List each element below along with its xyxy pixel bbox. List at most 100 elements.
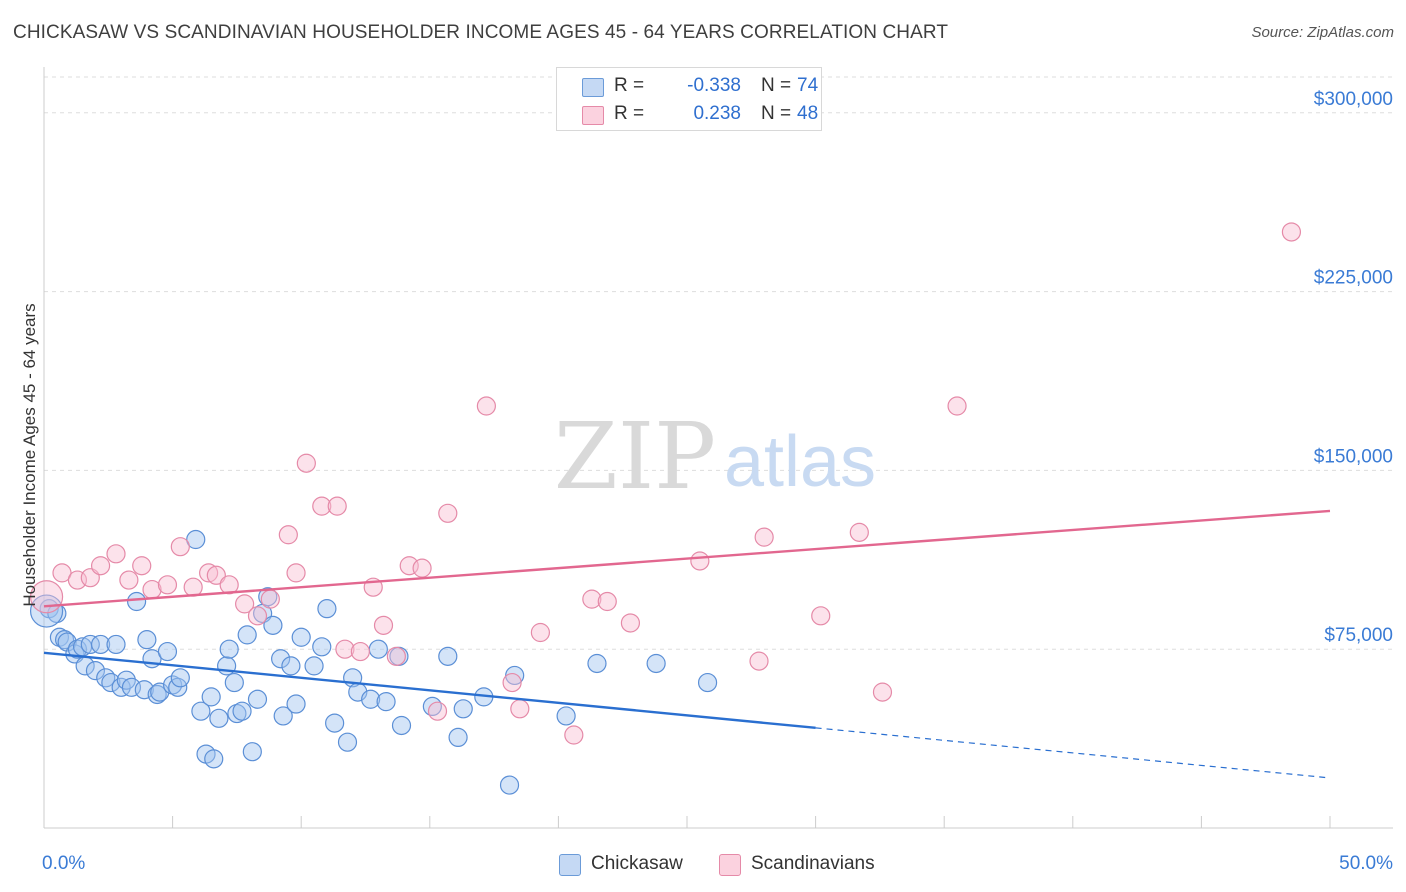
- n-value: 48: [797, 103, 819, 124]
- r-label: R =: [614, 103, 645, 124]
- legend-label-chickasaw: Chickasaw: [591, 853, 683, 874]
- point-scandinavians: [132, 556, 152, 576]
- gridlines: [44, 76, 1393, 650]
- point-chickasaw: [453, 699, 473, 719]
- point-chickasaw: [237, 625, 257, 645]
- point-scandinavians: [502, 672, 522, 693]
- y-axis-label: Householder Income Ages 45 - 64 years: [20, 303, 39, 606]
- point-chickasaw: [67, 639, 88, 659]
- point-chickasaw: [204, 749, 224, 769]
- point-scandinavians: [286, 563, 306, 583]
- point-chickasaw: [163, 675, 183, 695]
- point-chickasaw: [499, 775, 520, 795]
- point-scandinavians: [312, 496, 332, 516]
- point-chickasaw: [137, 630, 157, 650]
- point-scandinavians: [510, 699, 530, 719]
- point-chickasaw: [391, 715, 412, 736]
- point-scandinavians: [260, 589, 280, 609]
- point-chickasaw: [448, 727, 468, 748]
- legend-label-scandinavians: Scandinavians: [751, 853, 875, 874]
- point-scandinavians: [119, 570, 139, 590]
- point-chickasaw: [80, 634, 100, 655]
- stats-box: R = -0.338 N = 74 R = 0.238 N = 48: [556, 67, 822, 131]
- point-chickasaw: [325, 713, 345, 733]
- point-scandinavians: [690, 551, 710, 571]
- point-scandinavians: [157, 575, 178, 595]
- n-label: N =: [761, 75, 792, 96]
- point-chickasaw: [219, 639, 239, 659]
- point-scandinavians: [106, 544, 126, 564]
- point-chickasaw: [556, 706, 576, 726]
- point-chickasaw: [304, 656, 324, 676]
- point-scandinavians: [749, 651, 769, 671]
- point-chickasaw: [54, 630, 75, 650]
- point-scandinavians: [872, 682, 893, 702]
- point-chickasaw: [291, 627, 311, 647]
- point-chickasaw: [134, 680, 154, 700]
- point-scandinavians: [183, 577, 203, 597]
- point-chickasaw: [587, 653, 607, 674]
- point-scandinavians: [235, 594, 255, 614]
- point-scandinavians: [754, 527, 774, 547]
- point-chickasaw: [29, 594, 64, 628]
- point-chickasaw: [271, 649, 291, 669]
- point-chickasaw: [286, 694, 306, 714]
- point-scandinavians: [335, 639, 355, 659]
- point-chickasaw: [317, 599, 337, 619]
- point-scandinavians: [52, 563, 72, 583]
- legend-swatch-scandinavians: [719, 854, 741, 876]
- point-chickasaw: [209, 708, 229, 728]
- point-chickasaw: [438, 646, 458, 666]
- point-chickasaw: [258, 587, 278, 607]
- point-scandinavians: [90, 556, 111, 576]
- point-chickasaw: [263, 615, 283, 635]
- trend-line-scandinavians: [43, 509, 1331, 608]
- n-value: 74: [797, 75, 819, 96]
- point-chickasaw: [186, 529, 206, 550]
- point-scandinavians: [427, 701, 448, 721]
- point-chickasaw: [361, 689, 381, 709]
- r-value: 0.238: [693, 103, 741, 124]
- point-chickasaw: [227, 703, 247, 724]
- y-tick-label: $300,000: [1314, 89, 1393, 110]
- trend-line-dashed-chickasaw: [815, 727, 1331, 779]
- trend-line-chickasaw: [43, 651, 816, 730]
- point-chickasaw: [646, 653, 666, 674]
- point-chickasaw: [368, 639, 388, 659]
- point-scandinavians: [350, 641, 370, 662]
- point-scandinavians: [373, 615, 394, 635]
- chart-title: CHICKASAW VS SCANDINAVIAN HOUSEHOLDER IN…: [13, 22, 949, 43]
- axes: [43, 67, 1393, 829]
- point-chickasaw: [147, 684, 167, 705]
- point-chickasaw: [101, 672, 121, 693]
- point-chickasaw: [242, 742, 262, 762]
- point-chickasaw: [90, 634, 111, 655]
- r-label: R =: [614, 75, 645, 96]
- stats-swatch-chickasaw: [582, 78, 604, 97]
- point-scandinavians: [278, 525, 298, 545]
- point-chickasaw: [191, 701, 211, 721]
- point-scandinavians: [296, 453, 316, 473]
- point-scandinavians: [327, 496, 347, 516]
- y-tick-label: $150,000: [1314, 446, 1393, 467]
- point-scandinavians: [170, 537, 190, 557]
- trend-lines: [43, 509, 1331, 779]
- point-chickasaw: [170, 668, 190, 688]
- watermark-zip: ZIP: [554, 403, 716, 510]
- point-scandinavians: [247, 606, 268, 626]
- point-chickasaw: [697, 672, 718, 693]
- point-chickasaw: [337, 732, 358, 752]
- point-scandinavians: [947, 396, 967, 416]
- point-scandinavians: [564, 725, 584, 745]
- point-scandinavians: [206, 565, 226, 585]
- point-scandinavians: [1281, 222, 1302, 242]
- point-chickasaw: [201, 687, 221, 707]
- x-tick-label: 50.0%: [1339, 853, 1393, 874]
- point-chickasaw: [312, 637, 332, 657]
- watermark-atlas: atlas: [724, 422, 876, 502]
- legend-swatch-chickasaw: [559, 854, 581, 876]
- point-scandinavians: [530, 622, 550, 643]
- point-scandinavians: [620, 613, 641, 633]
- point-chickasaw: [85, 661, 106, 681]
